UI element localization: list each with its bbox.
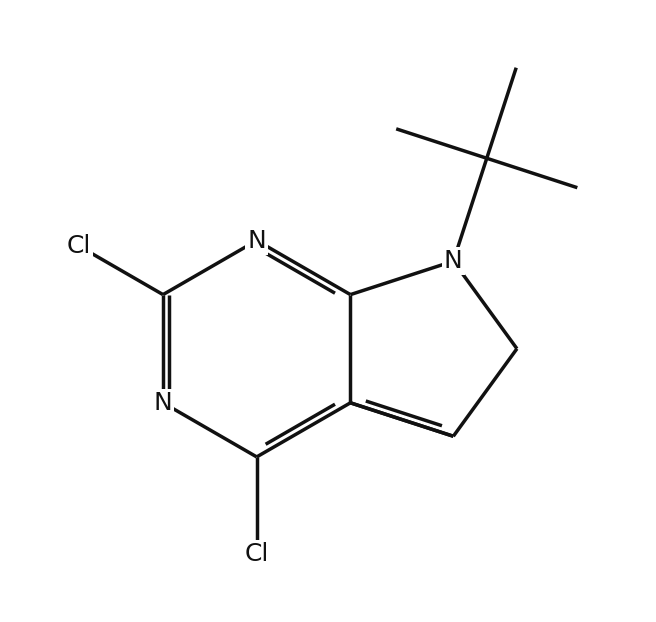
Text: Cl: Cl [66,234,91,258]
Text: Cl: Cl [245,542,269,566]
Text: N: N [247,228,266,253]
Text: N: N [154,391,173,415]
Text: N: N [444,249,462,273]
